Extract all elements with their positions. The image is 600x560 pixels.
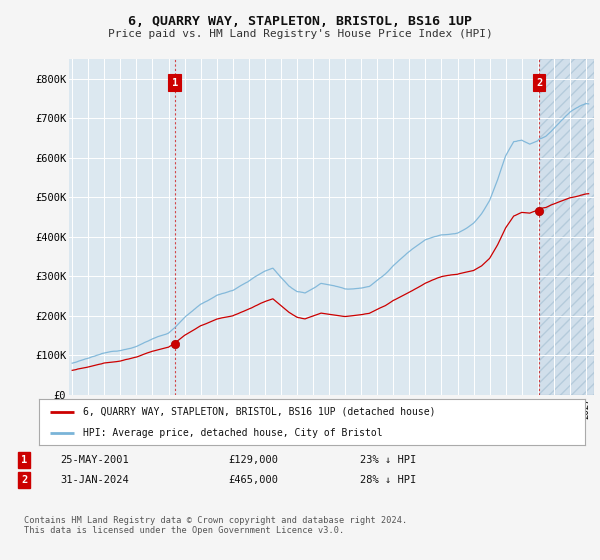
Text: 2: 2 xyxy=(21,475,27,485)
Text: 6, QUARRY WAY, STAPLETON, BRISTOL, BS16 1UP: 6, QUARRY WAY, STAPLETON, BRISTOL, BS16 … xyxy=(128,15,472,28)
Text: 1: 1 xyxy=(21,455,27,465)
Text: 25-MAY-2001: 25-MAY-2001 xyxy=(60,455,129,465)
Text: Contains HM Land Registry data © Crown copyright and database right 2024.
This d: Contains HM Land Registry data © Crown c… xyxy=(24,516,407,535)
Text: Price paid vs. HM Land Registry's House Price Index (HPI): Price paid vs. HM Land Registry's House … xyxy=(107,29,493,39)
Text: HPI: Average price, detached house, City of Bristol: HPI: Average price, detached house, City… xyxy=(83,428,382,438)
Text: £465,000: £465,000 xyxy=(228,475,278,485)
Text: 2: 2 xyxy=(536,77,542,87)
Text: 1: 1 xyxy=(172,77,178,87)
Text: 28% ↓ HPI: 28% ↓ HPI xyxy=(360,475,416,485)
Text: 31-JAN-2024: 31-JAN-2024 xyxy=(60,475,129,485)
Bar xyxy=(539,59,594,395)
Text: 6, QUARRY WAY, STAPLETON, BRISTOL, BS16 1UP (detached house): 6, QUARRY WAY, STAPLETON, BRISTOL, BS16 … xyxy=(83,407,435,417)
Text: 23% ↓ HPI: 23% ↓ HPI xyxy=(360,455,416,465)
Text: £129,000: £129,000 xyxy=(228,455,278,465)
